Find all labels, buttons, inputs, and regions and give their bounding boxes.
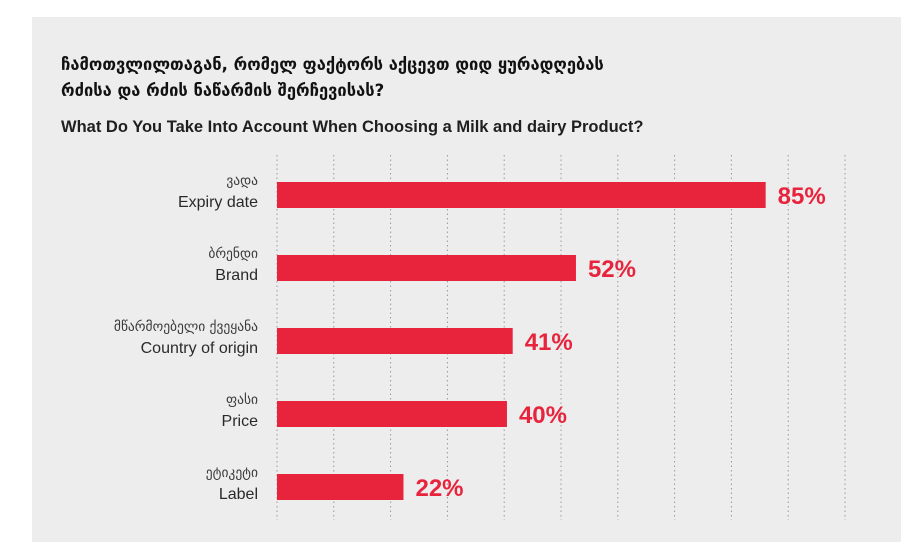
bar-country-of-origin [277,328,513,354]
value-label: 41% [525,329,573,356]
category-label-en: Label [219,486,258,503]
value-label: 52% [588,256,636,283]
category-label-ka: მწარმოებელი ქვეყანა [114,318,258,335]
value-label: 40% [519,402,567,429]
value-label: 22% [415,475,463,502]
bar-price [277,401,507,427]
category-label-ka: ბრენდი [208,245,258,262]
bar-brand [277,255,576,281]
bar-label [277,474,404,500]
value-label: 85% [778,183,826,210]
category-label-ka: ვადა [226,173,258,189]
category-label-en: Expiry date [178,194,258,211]
category-label-en: Brand [215,267,258,284]
chart-title: ჩამოთვლილთაგან, რომელ ფაქტორს აქცევთ დიდ… [61,55,604,100]
chart-subtitle: What Do You Take Into Account When Choos… [61,118,644,136]
category-label-en: Price [222,413,259,430]
bar-expiry-date [277,182,766,208]
category-label-en: Country of origin [141,340,258,357]
category-label-ka: ფასი [226,392,258,408]
category-label-ka: ეტიკეტი [206,465,258,481]
